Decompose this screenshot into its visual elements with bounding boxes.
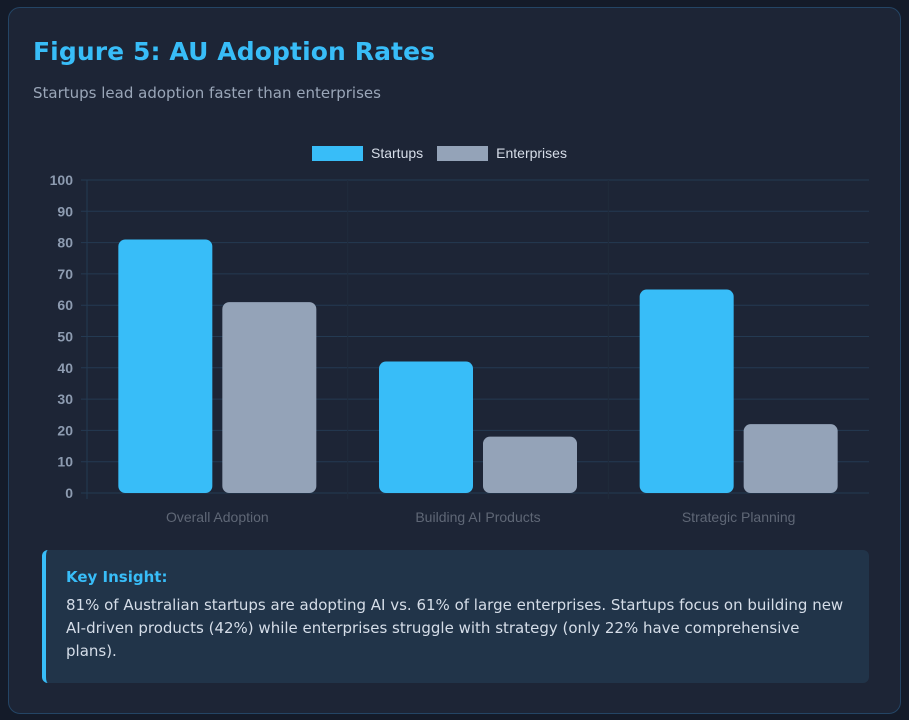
figure-title: Figure 5: AU Adoption Rates xyxy=(33,37,436,66)
chart-legend: Startups Enterprises xyxy=(312,143,581,163)
y-tick-label: 100 xyxy=(50,172,74,188)
bar-startups-1[interactable] xyxy=(379,361,473,493)
figure-subtitle: Startups lead adoption faster than enter… xyxy=(33,84,381,102)
label-layer: 0 10 20 30 40 50 60 70 80 90 100 Overall Adoption Bu… xyxy=(50,172,796,525)
bar-enterprises-0[interactable] xyxy=(222,302,317,493)
legend-swatch-enterprises xyxy=(437,145,489,161)
y-tick-label: 70 xyxy=(57,266,73,282)
bar-startups-0[interactable] xyxy=(118,239,213,493)
insight-title: Key Insight: xyxy=(66,568,168,586)
y-tick-label: 80 xyxy=(57,235,73,251)
insight-text: 81% of Australian startups are adopting … xyxy=(66,596,844,660)
x-category-label: Strategic Planning xyxy=(682,509,796,525)
y-tick-label: 90 xyxy=(57,203,73,219)
legend-label-enterprises: Enterprises xyxy=(496,145,567,161)
legend-swatch-startups xyxy=(312,145,363,161)
y-tick-label: 20 xyxy=(57,422,73,438)
legend-item-enterprises[interactable]: Enterprises xyxy=(437,145,567,161)
key-insight-box: Key Insight: 81% of Australian startups … xyxy=(42,550,869,683)
bar-startups-2[interactable] xyxy=(639,289,734,493)
y-tick-label: 50 xyxy=(57,329,73,345)
x-category-label: Overall Adoption xyxy=(166,509,269,525)
bar-enterprises-2[interactable] xyxy=(743,424,838,493)
y-tick-label: 10 xyxy=(57,454,73,470)
y-tick-label: 60 xyxy=(57,297,73,313)
y-tick-label: 0 xyxy=(65,485,73,501)
y-tick-label: 40 xyxy=(57,360,73,376)
bar-chart: 0 10 20 30 40 50 60 70 80 90 100 Overall Adoption Bu… xyxy=(50,172,869,525)
legend-item-startups[interactable]: Startups xyxy=(312,145,423,161)
y-tick-label: 30 xyxy=(57,391,73,407)
bar-layer xyxy=(118,239,838,493)
x-category-label: Building AI Products xyxy=(415,509,540,525)
legend-label-startups: Startups xyxy=(371,145,424,161)
bar-enterprises-1[interactable] xyxy=(483,436,577,493)
